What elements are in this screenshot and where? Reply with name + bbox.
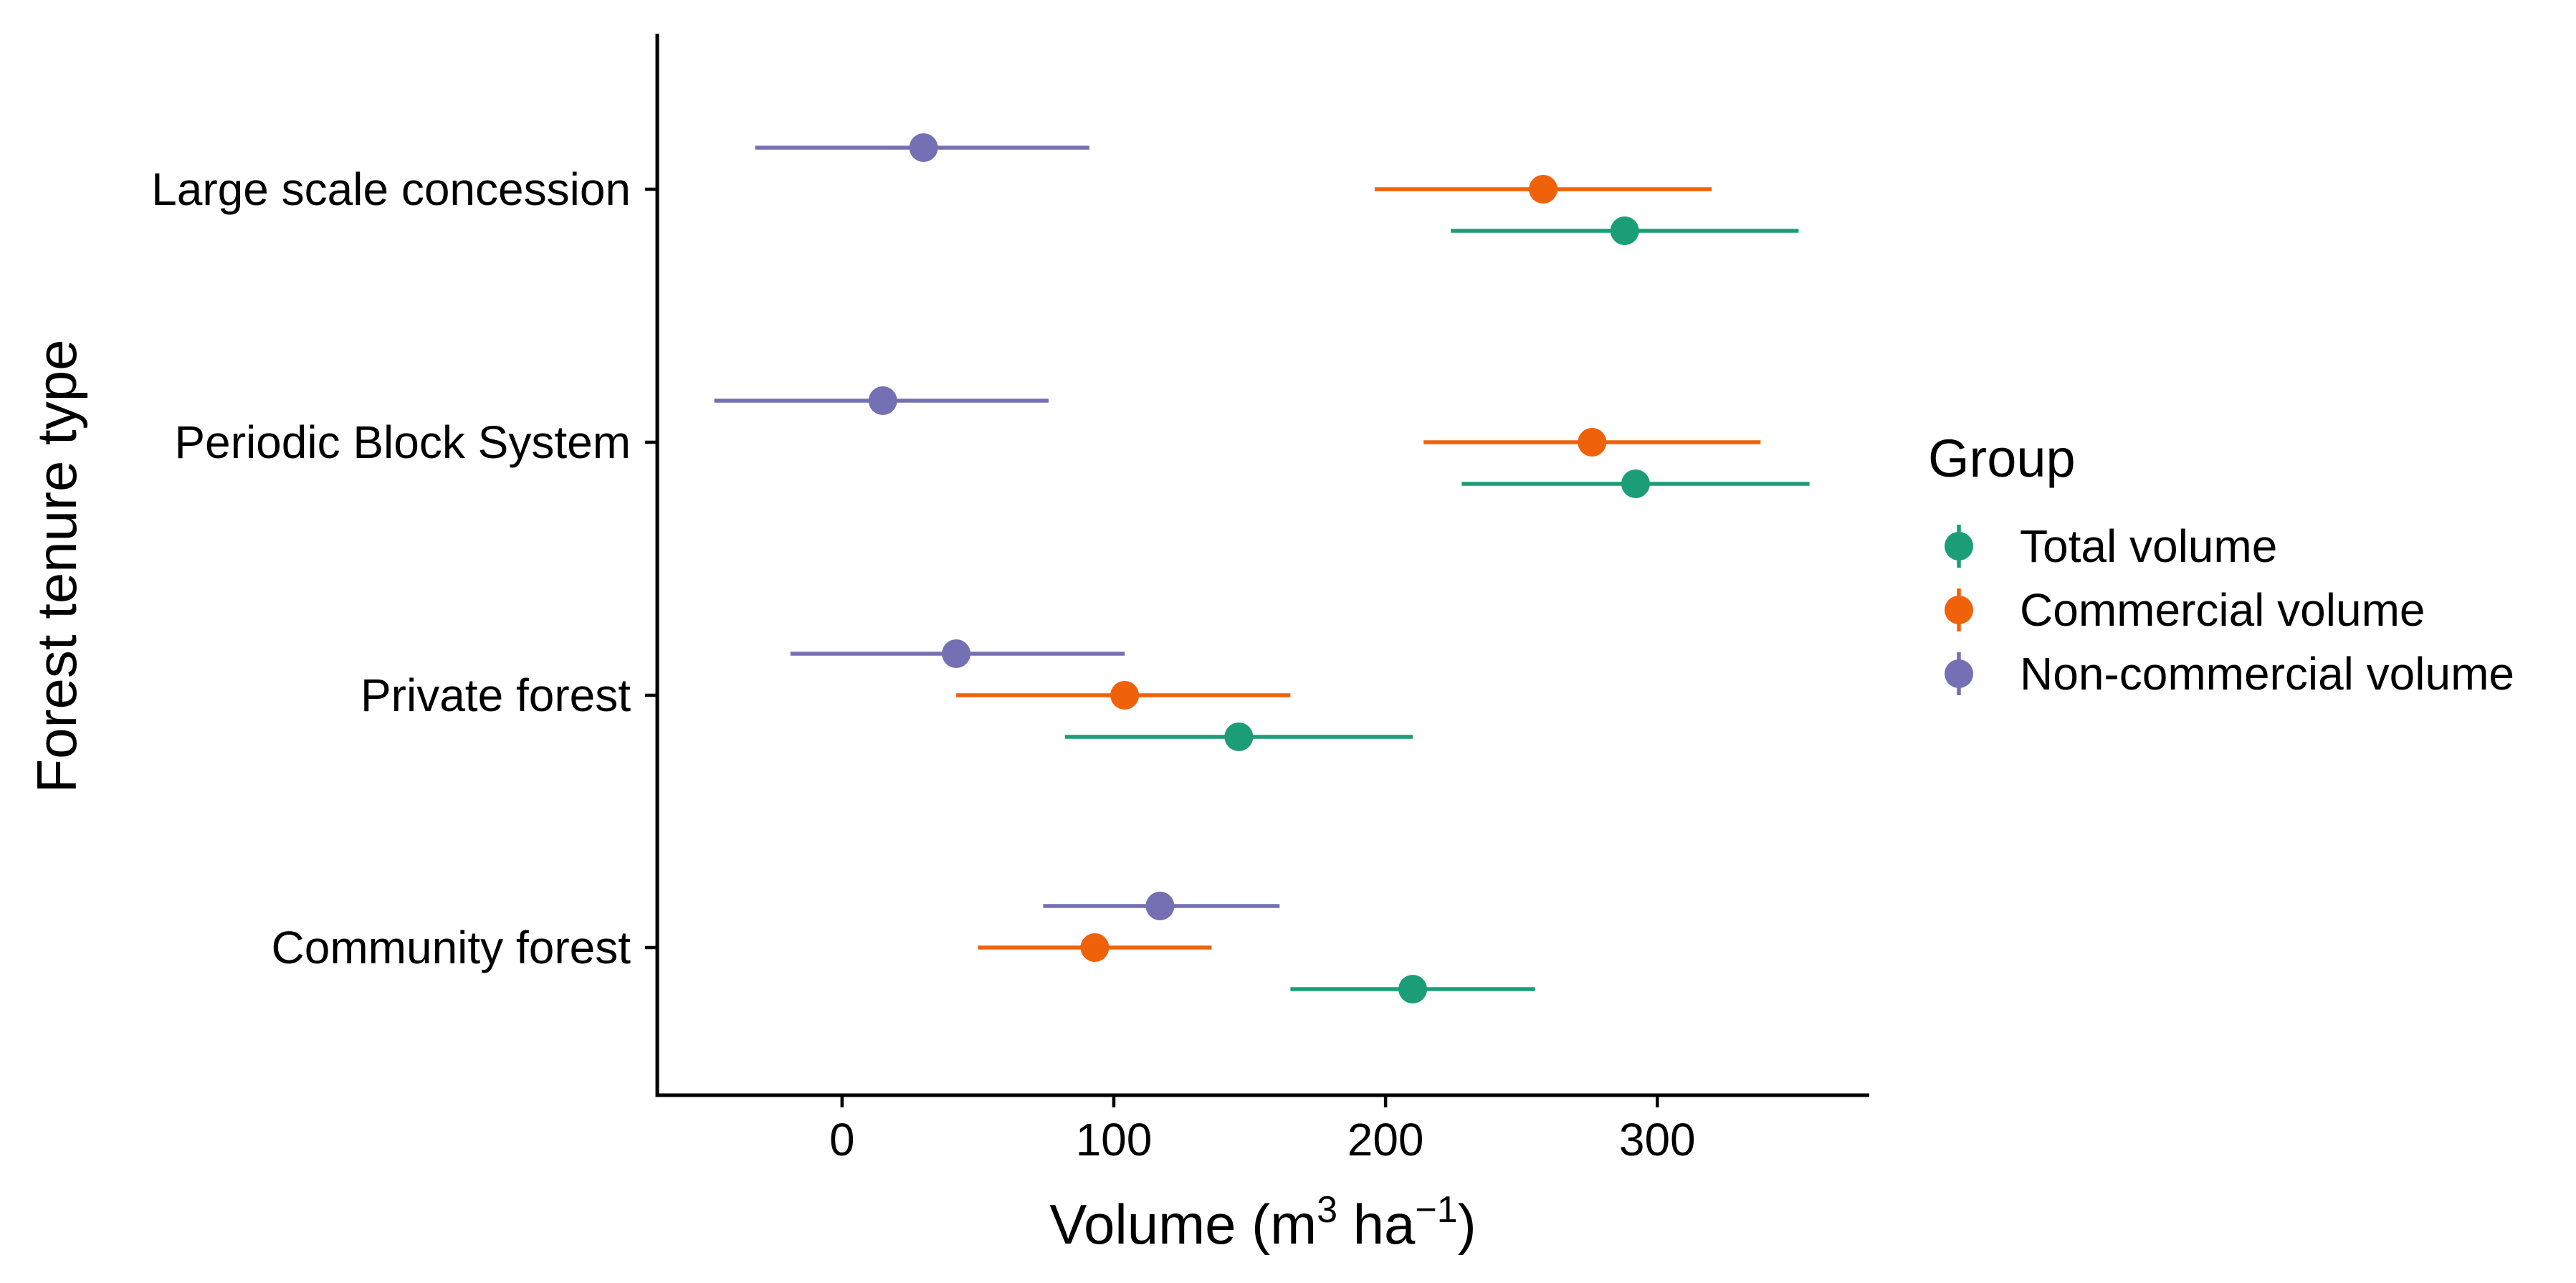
legend-key-dot-non-commercial-volume <box>1945 659 1973 688</box>
y-axis-title: Forest tenure type <box>25 340 88 793</box>
legend: Group Total volume Commercial volume Non-c… <box>1928 429 2514 700</box>
x-tick-label-0: 0 <box>829 1114 855 1165</box>
y-ticks-group: Large scale concession Periodic Block Sys… <box>151 163 657 973</box>
point-total-volume-periodic-block-system <box>1621 469 1650 498</box>
y-tick-label-private-forest: Private forest <box>361 669 631 721</box>
point-non-commercial-volume-community-forest <box>1145 892 1175 920</box>
point-non-commercial-volume-private-forest <box>942 639 971 668</box>
point-non-commercial-volume-periodic-block-system <box>868 386 897 415</box>
x-tick-label-300: 300 <box>1619 1114 1696 1165</box>
y-tick-label-periodic-block-system: Periodic Block System <box>174 416 631 468</box>
point-total-volume-private-forest <box>1224 722 1254 751</box>
legend-item-total-volume: Total volume <box>1945 520 2277 572</box>
points-group <box>868 133 1650 1003</box>
y-tick-label-community-forest: Community forest <box>272 922 631 973</box>
legend-key-dot-commercial-volume <box>1945 596 1973 624</box>
legend-label-non-commercial-volume: Non-commercial volume <box>2020 648 2514 700</box>
x-axis-title: Volume (m3 ha−1) <box>1049 1189 1476 1256</box>
point-non-commercial-volume-large-scale-concession <box>909 133 938 162</box>
legend-item-commercial-volume: Commercial volume <box>1945 584 2425 636</box>
point-total-volume-large-scale-concession <box>1610 216 1639 245</box>
legend-item-non-commercial-volume: Non-commercial volume <box>1945 648 2514 700</box>
legend-label-commercial-volume: Commercial volume <box>2020 584 2425 636</box>
point-commercial-volume-community-forest <box>1080 933 1110 962</box>
y-tick-label-large-scale-concession: Large scale concession <box>151 163 631 215</box>
point-commercial-volume-private-forest <box>1110 681 1140 710</box>
legend-title: Group <box>1928 429 2076 488</box>
x-ticks-group: 0 100 200 300 <box>829 1095 1696 1165</box>
point-total-volume-community-forest <box>1398 975 1428 1003</box>
x-tick-label-100: 100 <box>1076 1114 1153 1165</box>
error-bars-group <box>714 146 1810 991</box>
x-tick-label-200: 200 <box>1347 1114 1424 1165</box>
legend-key-dot-total-volume <box>1945 532 1973 561</box>
point-commercial-volume-periodic-block-system <box>1578 428 1607 457</box>
point-commercial-volume-large-scale-concession <box>1529 175 1558 204</box>
legend-label-total-volume: Total volume <box>2020 520 2277 572</box>
